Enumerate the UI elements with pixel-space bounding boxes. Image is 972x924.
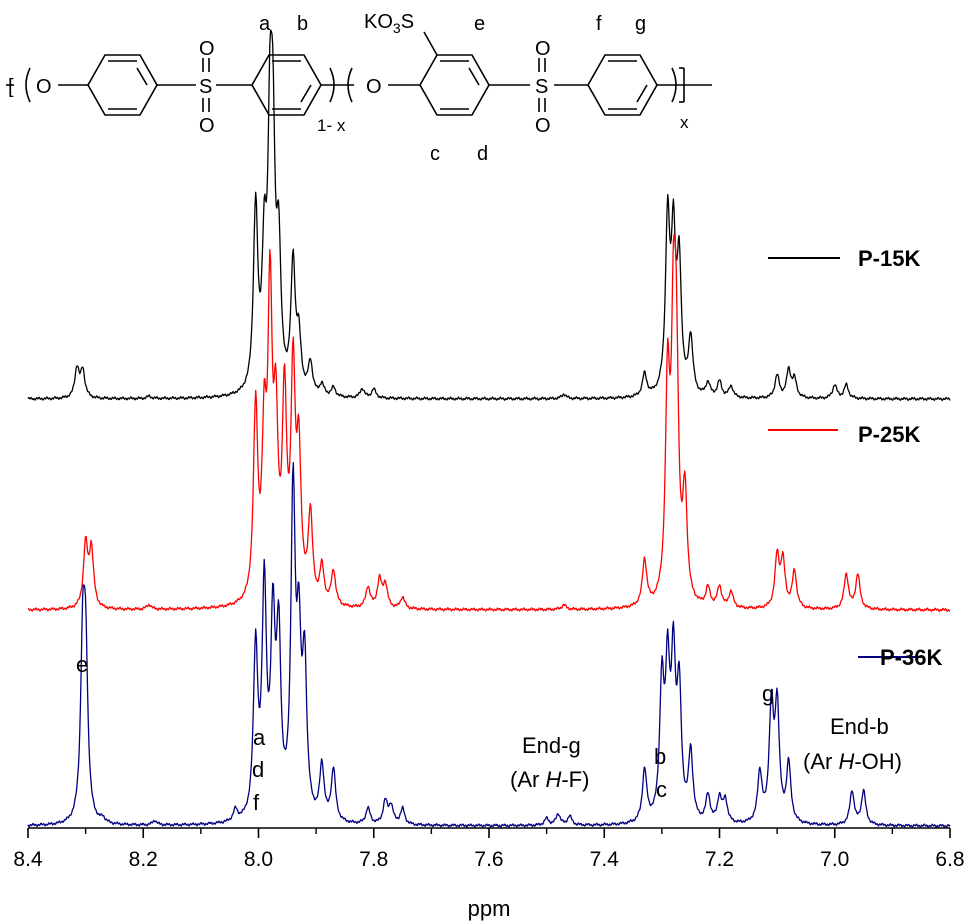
x-tick-label: 7.4 [590,848,620,871]
legend-label-p-25k: P-25K [858,422,920,447]
proton-label-g: g [635,13,646,35]
annotation-g: g [762,681,774,706]
legend-label-p-36k: P-36K [880,645,942,670]
x-tick-label: 8.4 [13,848,43,871]
structure-oxygen: O [199,115,215,137]
structure-oxygen: O [535,38,551,60]
peak-annotations: e a d f End-g (Ar H-F) b c g End-b (Ar H… [76,652,902,815]
annotation-ar-h-f: (Ar H-F) [510,767,589,792]
chemical-structure [6,31,712,116]
x-tick-label: 6.8 [935,848,964,871]
x-tick-label: 7.2 [705,848,734,871]
spectrum-traces [27,29,951,828]
structure-labels: [ O S O O a b 1- x O KO3S e c d S O O f … [8,11,689,165]
annotation-b: b [654,744,666,769]
repeat-subscript: 1- x [317,116,346,135]
legend-label-p-15k: P-15K [858,246,920,271]
bracket-close-1 [329,67,335,103]
x-tick-label: 7.8 [359,848,388,871]
proton-label-e: e [474,13,485,35]
structure-bracket: [ [8,76,14,98]
x-tick-label: 8.2 [129,848,158,871]
structure-bond [468,67,480,86]
bracket-open-2 [347,67,353,103]
spectrum-trace-p-25k [27,234,951,612]
annotation-end-g: End-g [522,733,581,758]
structure-sulfur: S [535,76,548,98]
proton-label-a: a [259,13,271,35]
x-axis-label: ppm [468,896,511,921]
sulfonate-group: KO3S [364,11,414,36]
x-tick-label: 7.6 [474,848,503,871]
proton-label-c: c [430,143,440,165]
structure-oxygen: O [199,38,215,60]
spectrum-trace-p-36k [27,461,951,828]
repeat-subscript: x [680,113,689,132]
structure-sulfur: S [199,76,212,98]
structure-bond [136,67,148,86]
annotation-d: d [252,757,264,782]
annotation-ar-h-oh: (Ar H-OH) [803,749,902,774]
annotation-e: e [76,652,88,677]
x-tick-label: 7.0 [820,848,849,871]
bracket-close-2 [671,67,677,103]
bracket-open-1 [25,67,31,103]
annotation-end-b: End-b [830,714,889,739]
legend: P-15K P-25K P-36K [768,246,942,670]
annotation-c: c [656,777,667,802]
structure-bond [300,84,312,103]
structure-oxygen: O [366,76,382,98]
annotation-a: a [253,725,266,750]
proton-label-b: b [297,13,308,35]
structure-oxygen: O [535,115,551,137]
proton-label-f: f [596,13,602,35]
x-axis [27,827,951,838]
structure-bond [636,84,648,103]
annotation-f: f [253,790,260,815]
structure-oxygen: O [36,76,52,98]
spectrum-trace-p-15k [27,29,951,402]
proton-label-d: d [477,143,488,165]
structure-bond [423,31,438,56]
x-tick-label: 8.0 [244,848,273,871]
